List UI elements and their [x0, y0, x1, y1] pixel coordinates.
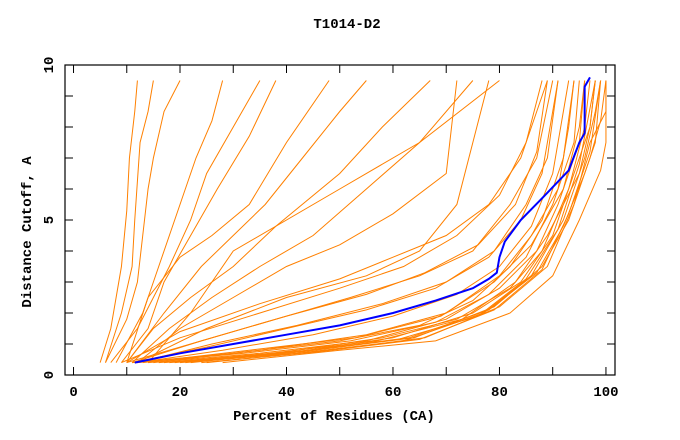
- x-tick-label: 80: [491, 385, 508, 401]
- model-curve: [126, 80, 431, 363]
- model-curve: [222, 80, 607, 364]
- model-curve: [137, 80, 570, 364]
- y-tick-label: 0: [42, 371, 58, 379]
- highlight-curve: [134, 76, 591, 364]
- model-curve: [126, 80, 548, 364]
- y-axis-label: Distance Cutoff, A: [20, 156, 36, 308]
- model-curve: [137, 80, 559, 364]
- model-curve: [126, 80, 554, 364]
- model-curve: [163, 80, 596, 364]
- model-curve: [179, 80, 602, 364]
- model-curve: [137, 80, 490, 364]
- y-tick-labels: 0 5 10: [42, 57, 58, 380]
- y-tick-label: 5: [42, 216, 58, 224]
- model-curve: [131, 80, 559, 364]
- model-curve: [142, 80, 586, 364]
- x-tick-label: 20: [172, 385, 189, 401]
- plot-frame: [64, 64, 616, 376]
- model-curve: [147, 80, 500, 363]
- model-curve: [137, 80, 458, 363]
- model-curve: [126, 80, 367, 363]
- model-curve: [174, 80, 602, 364]
- x-tick-label: 100: [593, 385, 618, 401]
- x-tick-labels: 0 20 40 60 80 100: [69, 385, 618, 401]
- chart-title: T1014-D2: [313, 17, 380, 33]
- model-curve: [104, 80, 154, 363]
- model-curves: [99, 80, 607, 364]
- model-curve: [201, 80, 602, 364]
- x-tick-label: 40: [278, 385, 295, 401]
- model-curve: [131, 80, 548, 364]
- model-curve: [121, 80, 277, 363]
- model-curve: [105, 80, 181, 363]
- model-curve: [185, 80, 596, 364]
- model-curve: [121, 80, 543, 364]
- x-axis-label: Percent of Residues (CA): [233, 409, 435, 425]
- model-curve: [131, 80, 474, 363]
- x-tick-label: 60: [385, 385, 402, 401]
- model-curve: [115, 80, 224, 363]
- x-tick-label: 0: [69, 385, 77, 401]
- highlight-curve-group: [134, 76, 591, 364]
- y-tick-label: 10: [42, 57, 58, 74]
- model-curve: [126, 80, 330, 363]
- model-curve: [206, 80, 607, 364]
- model-curve: [99, 80, 138, 363]
